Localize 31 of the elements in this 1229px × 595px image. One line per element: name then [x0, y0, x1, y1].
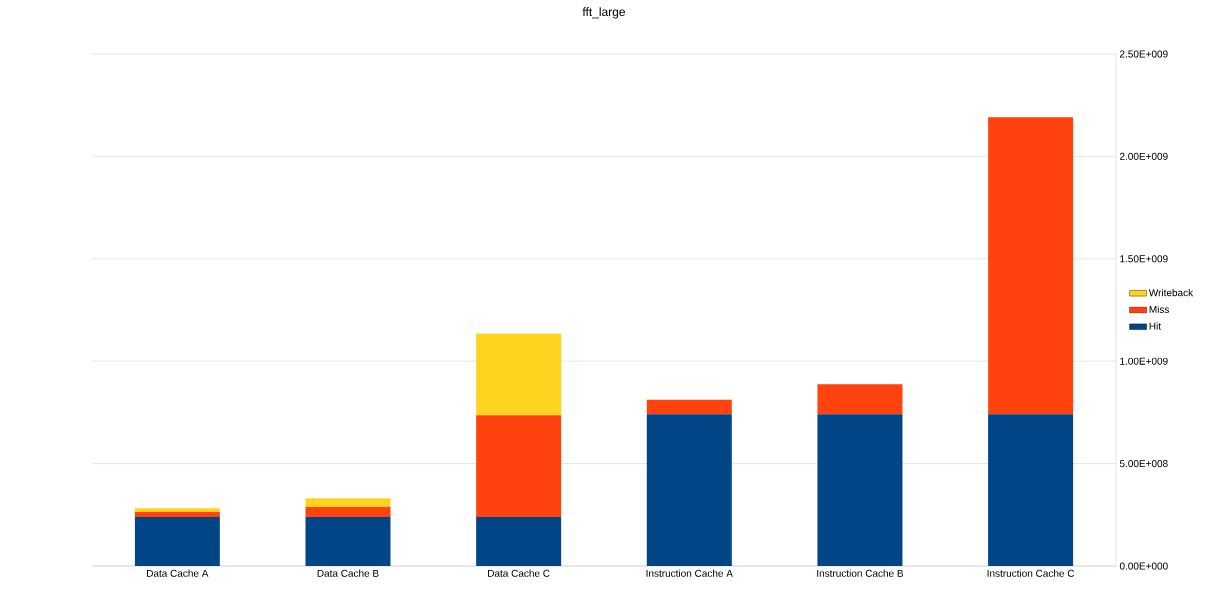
- bar: [134, 508, 220, 512]
- bar: [305, 507, 391, 518]
- bar: [646, 399, 732, 415]
- y-tick-label: 2.00E+009: [1119, 152, 1168, 160]
- legend-label: Miss: [1149, 305, 1170, 313]
- bar: [817, 414, 903, 566]
- bar: [305, 517, 391, 566]
- legend-label: Hit: [1149, 322, 1161, 330]
- x-tick-label: Instruction Cache A: [646, 569, 733, 577]
- bar: [476, 517, 562, 566]
- y-tick-label: 5.00E+008: [1119, 460, 1168, 468]
- bar: [476, 333, 562, 416]
- x-tick-label: Data Cache B: [317, 569, 379, 577]
- x-tick-label: Data Cache A: [147, 569, 209, 577]
- x-tick-label: Instruction Cache C: [987, 569, 1075, 577]
- legend-label: Writeback: [1148, 288, 1194, 297]
- bar: [988, 117, 1074, 415]
- bar: [988, 414, 1074, 566]
- y-tick-label: 0.00E+000: [1119, 562, 1168, 570]
- x-tick-label: Instruction Cache B: [817, 569, 904, 577]
- bar: [817, 384, 903, 415]
- y-tick-label: 1.00E+009: [1120, 357, 1168, 365]
- y-tick-label: 2.50E+009: [1119, 50, 1168, 58]
- bar: [305, 498, 391, 508]
- y-tick-label: 1.50E+009: [1120, 255, 1168, 263]
- x-tick-label: Data Cache C: [488, 569, 550, 577]
- bar: [646, 414, 732, 566]
- bar: [134, 517, 220, 566]
- bar: [134, 511, 220, 518]
- bar: [476, 415, 562, 518]
- chart-title: fft_large: [582, 7, 625, 19]
